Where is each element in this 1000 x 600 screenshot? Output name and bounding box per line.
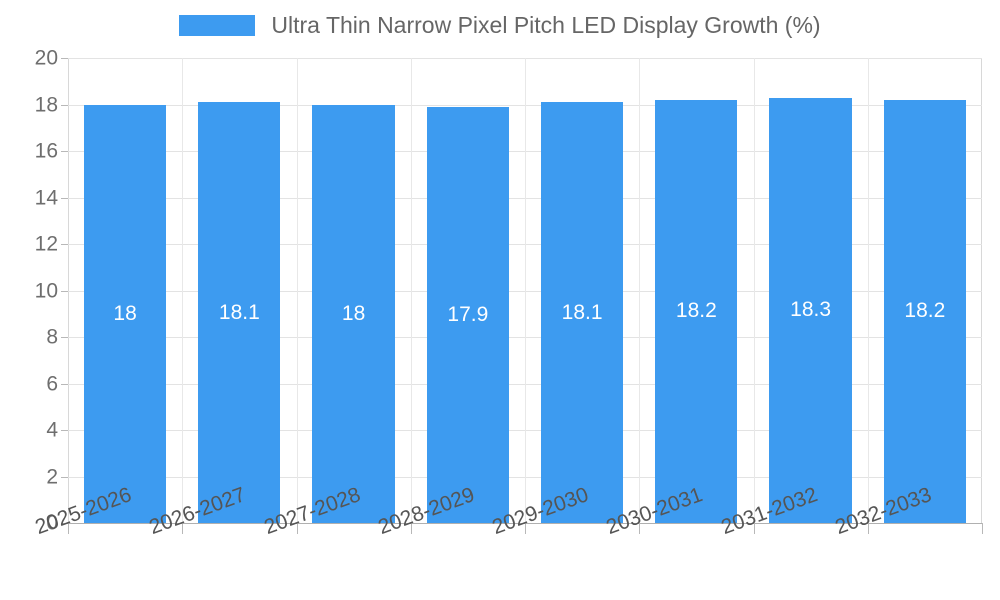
y-tick-label: 16 xyxy=(34,139,58,163)
x-tick-mark xyxy=(411,523,412,534)
x-tick-mark xyxy=(868,523,869,534)
legend-label: Ultra Thin Narrow Pixel Pitch LED Displa… xyxy=(271,12,821,38)
bar-value-label: 18.2 xyxy=(675,299,717,323)
x-tick-mark xyxy=(754,523,755,534)
bar[interactable]: 18 xyxy=(83,104,167,523)
bar[interactable]: 18 xyxy=(312,104,395,523)
bar[interactable]: 18.2 xyxy=(883,99,966,523)
x-tick-mark xyxy=(982,523,983,534)
bar[interactable]: 18.1 xyxy=(198,102,281,523)
y-tick-mark xyxy=(61,337,68,338)
bar-value-label: 17.9 xyxy=(447,302,489,326)
x-tick-mark xyxy=(297,523,298,534)
x-tick-mark xyxy=(639,523,640,534)
y-tick-mark xyxy=(61,430,68,431)
y-tick-label: 6 xyxy=(46,372,58,395)
x-tick-mark xyxy=(525,523,526,534)
chart-legend: Ultra Thin Narrow Pixel Pitch LED Displa… xyxy=(0,14,1000,37)
y-tick-label: 0 xyxy=(46,511,58,535)
y-tick-mark xyxy=(61,151,68,152)
bar-value-label: 18 xyxy=(113,301,137,325)
y-tick-label: 8 xyxy=(46,325,58,349)
bar[interactable]: 18.3 xyxy=(769,97,852,523)
bar[interactable]: 18.2 xyxy=(655,99,738,523)
gridline-vertical xyxy=(754,58,755,523)
gridline-vertical xyxy=(182,58,183,523)
legend-color-swatch xyxy=(179,15,256,36)
y-tick-label: 10 xyxy=(34,279,58,302)
gridline-vertical xyxy=(868,58,869,523)
y-tick-mark xyxy=(61,523,68,524)
bar-value-label: 18.3 xyxy=(790,298,832,322)
y-tick-mark xyxy=(61,104,68,106)
bar-value-label: 18 xyxy=(341,301,366,325)
y-tick-mark xyxy=(61,244,68,245)
y-tick-label: 12 xyxy=(34,232,58,256)
plot-area: 18 18.1 18 17.9 18.1 18.2 18.3 18.2 xyxy=(61,58,983,534)
bar[interactable]: 18.1 xyxy=(540,102,624,523)
bar-value-label: 18.2 xyxy=(904,299,946,323)
y-tick-mark xyxy=(61,290,68,292)
y-tick-mark xyxy=(61,197,68,199)
x-tick-mark xyxy=(182,523,183,534)
bars-container: 18 18.1 18 17.9 18.1 18.2 18.3 18.2 xyxy=(68,58,982,523)
y-tick-label: 2 xyxy=(46,465,58,488)
gridline-vertical xyxy=(525,58,526,523)
gridline-vertical xyxy=(297,58,298,523)
y-tick-mark xyxy=(61,58,68,59)
gridline-vertical xyxy=(411,58,412,523)
y-tick-label: 18 xyxy=(34,93,58,116)
x-tick-mark xyxy=(68,523,69,534)
bar[interactable]: 17.9 xyxy=(426,106,509,523)
y-tick-label: 4 xyxy=(46,418,58,442)
bar-value-label: 18.1 xyxy=(561,300,603,324)
y-tick-label: 14 xyxy=(34,186,58,209)
bar-value-label: 18.1 xyxy=(218,300,260,324)
y-tick-label: 20 xyxy=(34,46,58,70)
y-tick-mark xyxy=(61,383,68,385)
gridline-vertical xyxy=(639,58,640,523)
y-tick-mark xyxy=(61,476,68,478)
